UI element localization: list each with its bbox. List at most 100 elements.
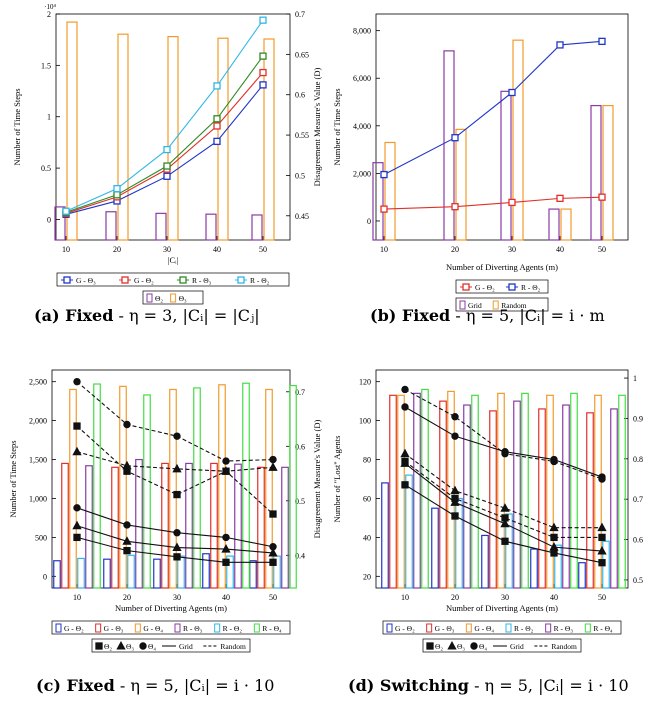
legend-swatch <box>214 623 221 633</box>
legend-marker <box>462 283 470 291</box>
data-point <box>213 137 221 146</box>
legend-box-2 <box>142 290 204 305</box>
legend-swatch <box>146 293 153 303</box>
legend-swatch <box>584 623 591 633</box>
legend-label: Θ₃ <box>126 642 134 651</box>
bar <box>397 394 405 589</box>
data-point <box>73 533 81 542</box>
x-tick-label: 30 <box>508 245 516 254</box>
data-point <box>380 205 388 213</box>
x-tick-label: 50 <box>259 245 267 254</box>
data-point <box>122 460 132 470</box>
bar <box>161 462 169 589</box>
y2-tick-label: 1 <box>633 374 637 383</box>
x-tick-label: 40 <box>556 245 564 254</box>
data-point <box>259 68 267 77</box>
legend-swatch <box>459 300 466 310</box>
bar <box>578 562 586 589</box>
bar <box>590 104 602 241</box>
x-axis-label: Number of Diverting Agents (m) <box>446 603 558 613</box>
data-point <box>268 462 278 471</box>
legend-label: Θ₂ <box>155 294 163 303</box>
bar <box>205 213 217 241</box>
bar <box>117 33 129 241</box>
y-axis-label: Number of "Lost" Agents <box>332 436 342 523</box>
data-point <box>500 518 510 528</box>
legend-marker <box>508 283 516 291</box>
data-point <box>173 553 181 561</box>
bar <box>384 141 396 241</box>
data-point <box>73 422 81 430</box>
x-tick-label: 30 <box>163 245 171 254</box>
bar <box>497 392 505 589</box>
legend-label: Θ₃ <box>179 294 187 303</box>
legend-box <box>455 279 549 294</box>
data-point <box>172 463 182 473</box>
y-tick-label: 4,000 <box>353 122 371 131</box>
bar <box>489 410 497 589</box>
series-line <box>404 453 602 529</box>
bar <box>218 384 226 589</box>
series-line <box>404 388 603 480</box>
legend-label: G - Θ₄ <box>143 624 163 633</box>
data-point <box>259 81 267 89</box>
data-point <box>221 544 231 553</box>
data-point <box>500 503 510 512</box>
data-point <box>123 420 131 429</box>
bar <box>381 482 389 589</box>
y2-tick-label: 0.5 <box>295 171 305 180</box>
caption-c: (c) Fixed - η = 5, |Cᵢ| = i · 10 <box>36 676 275 695</box>
x-tick-label: 40 <box>213 245 221 254</box>
bar <box>439 400 447 589</box>
legend-label: R - Θ₂ <box>514 624 534 633</box>
data-point <box>400 448 410 458</box>
legend-marker <box>237 276 245 284</box>
bar <box>463 404 471 589</box>
series-line <box>65 72 264 214</box>
plot-frame <box>55 13 291 241</box>
legend-label: G - Θ₃ <box>104 624 124 633</box>
y-axis-label: Number of Time Steps <box>12 88 22 165</box>
legend-swatch <box>174 623 181 633</box>
y-tick-label: 0.5 <box>41 164 51 173</box>
bar <box>210 462 218 589</box>
chart-a: 0 0.5 1 1.5 2·10⁴ 0.45 0.5 0.55 0.6 0.65 0.7 10 20 30… <box>12 3 322 305</box>
x-tick-label: 40 <box>222 593 230 602</box>
legend-label: G - Θ₂ <box>395 624 415 633</box>
series-line <box>404 406 603 478</box>
bar <box>530 548 538 589</box>
chart-c: 0 500 1,000 1,500 2,000 2,500 0.4 0.5 0.6 0.7 10 20… <box>8 369 322 653</box>
bar <box>54 206 66 241</box>
y-tick-label: 2,500 <box>29 378 47 387</box>
y-tick-label: 1,500 <box>29 456 47 465</box>
bar <box>249 560 257 589</box>
y2-tick-label: 0.45 <box>295 212 309 221</box>
bar <box>61 462 69 589</box>
x-tick-label: 10 <box>73 593 81 602</box>
data-point <box>222 457 230 465</box>
bar <box>443 50 455 241</box>
data-point <box>173 529 181 537</box>
bar <box>538 408 546 589</box>
legend-label: R - Θ₂ <box>223 624 243 633</box>
data-point <box>598 193 606 201</box>
legend-label: G - Θ₂ <box>134 276 154 285</box>
y-tick-label: 2,000 <box>353 169 371 178</box>
plot-frame <box>375 13 629 241</box>
bar <box>77 557 85 589</box>
bar <box>389 394 397 589</box>
bar <box>586 412 594 589</box>
data-point <box>259 16 267 24</box>
plot-frame <box>51 369 291 589</box>
legend-label: R - Θ₄ <box>262 624 282 633</box>
bar <box>500 90 512 241</box>
bar <box>610 408 618 589</box>
legend-marker <box>116 640 126 650</box>
bar <box>93 383 101 589</box>
data-point <box>598 559 606 567</box>
y-tick-label: 80 <box>363 456 371 465</box>
data-point <box>163 162 171 170</box>
bar <box>431 507 439 589</box>
y2-tick-label: 0.4 <box>295 551 305 560</box>
y2-tick-label: 0.6 <box>633 536 643 545</box>
